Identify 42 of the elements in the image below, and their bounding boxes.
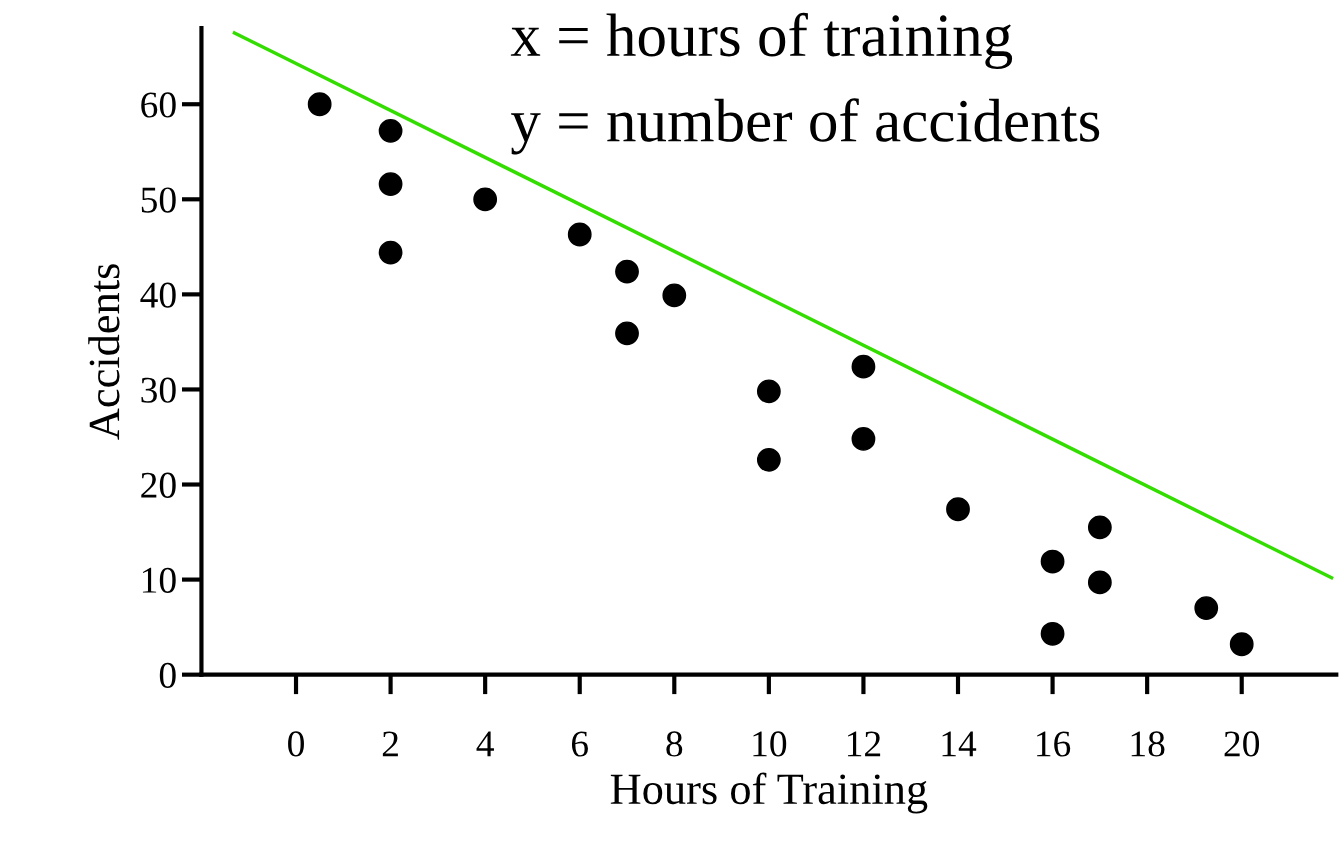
x-tick-label: 2 xyxy=(382,731,398,757)
point xyxy=(1087,570,1112,595)
x-tick-label: 12 xyxy=(847,731,881,757)
y-tick-label: 60 xyxy=(141,92,176,118)
y-tick-label: 40 xyxy=(140,282,176,308)
point xyxy=(378,172,403,196)
point xyxy=(851,354,876,379)
point xyxy=(615,321,639,346)
y-axis-title: Accidents xyxy=(88,264,120,440)
point xyxy=(946,497,970,522)
point xyxy=(1040,621,1065,646)
point xyxy=(851,426,876,451)
x-tick-label: 14 xyxy=(942,731,977,757)
point xyxy=(567,222,592,247)
x-tick-label: 0 xyxy=(288,731,304,757)
y-tick-label: 10 xyxy=(142,567,176,593)
annotation: y = number of accidents xyxy=(511,98,1100,155)
y-tick-label: 50 xyxy=(141,187,176,213)
point xyxy=(615,259,639,284)
x-tick-label: 16 xyxy=(1037,731,1071,757)
point xyxy=(378,118,403,143)
x-axis-title: Hours of Training xyxy=(610,772,928,814)
x-tick-label: 18 xyxy=(1131,731,1165,757)
x-tick-label: 20 xyxy=(1224,731,1260,757)
x-tick-label: 6 xyxy=(571,731,588,757)
point xyxy=(473,187,498,212)
point xyxy=(1087,515,1112,540)
point xyxy=(662,283,687,308)
x-tick-label: 10 xyxy=(753,731,787,757)
y-tick-label: 30 xyxy=(141,377,176,403)
point xyxy=(1229,632,1254,657)
point xyxy=(307,92,332,117)
annotation: x = hours of training xyxy=(510,12,1013,70)
point xyxy=(1194,596,1219,621)
y-tick-label: 0 xyxy=(159,662,176,689)
x-tick-label: 8 xyxy=(666,731,683,757)
y-tick-label: 20 xyxy=(141,472,176,498)
x-tick-label: 4 xyxy=(476,731,494,757)
point xyxy=(378,240,403,265)
point xyxy=(1040,549,1065,574)
point xyxy=(756,447,781,472)
point xyxy=(756,379,781,404)
